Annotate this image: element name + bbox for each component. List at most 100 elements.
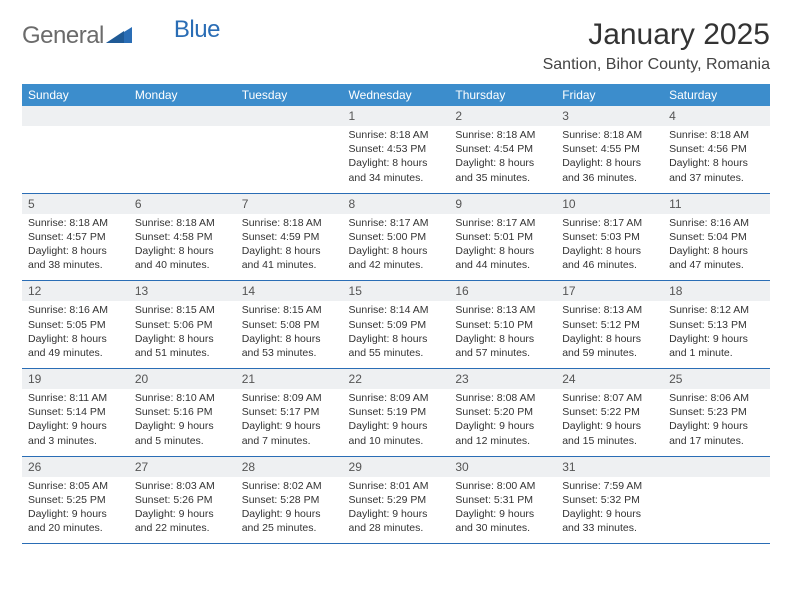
day-cell: 13Sunrise: 8:15 AMSunset: 5:06 PMDayligh… (129, 281, 236, 369)
day-number (236, 106, 343, 126)
day-content: Sunrise: 8:07 AMSunset: 5:22 PMDaylight:… (556, 389, 663, 456)
day-number: 10 (556, 194, 663, 214)
sunrise-text: Sunrise: 8:18 AM (455, 128, 550, 142)
day-number: 24 (556, 369, 663, 389)
day-cell: 11Sunrise: 8:16 AMSunset: 5:04 PMDayligh… (663, 193, 770, 281)
day-cell: 18Sunrise: 8:12 AMSunset: 5:13 PMDayligh… (663, 281, 770, 369)
daylight-text: Daylight: 9 hours and 5 minutes. (135, 419, 230, 447)
sunset-text: Sunset: 5:28 PM (242, 493, 337, 507)
sunset-text: Sunset: 4:56 PM (669, 142, 764, 156)
day-number: 5 (22, 194, 129, 214)
sunset-text: Sunset: 5:03 PM (562, 230, 657, 244)
day-content: Sunrise: 8:15 AMSunset: 5:08 PMDaylight:… (236, 301, 343, 368)
day-header-row: Sunday Monday Tuesday Wednesday Thursday… (22, 84, 770, 106)
sunrise-text: Sunrise: 8:15 AM (242, 303, 337, 317)
day-number: 30 (449, 457, 556, 477)
day-cell: 6Sunrise: 8:18 AMSunset: 4:58 PMDaylight… (129, 193, 236, 281)
daylight-text: Daylight: 9 hours and 33 minutes. (562, 507, 657, 535)
day-number: 9 (449, 194, 556, 214)
sunrise-text: Sunrise: 8:07 AM (562, 391, 657, 405)
day-cell: 20Sunrise: 8:10 AMSunset: 5:16 PMDayligh… (129, 369, 236, 457)
day-cell: 22Sunrise: 8:09 AMSunset: 5:19 PMDayligh… (343, 369, 450, 457)
day-cell (22, 106, 129, 193)
week-row: 19Sunrise: 8:11 AMSunset: 5:14 PMDayligh… (22, 369, 770, 457)
sunrise-text: Sunrise: 8:18 AM (135, 216, 230, 230)
day-number: 26 (22, 457, 129, 477)
sunset-text: Sunset: 5:17 PM (242, 405, 337, 419)
day-content: Sunrise: 8:15 AMSunset: 5:06 PMDaylight:… (129, 301, 236, 368)
sunset-text: Sunset: 5:08 PM (242, 318, 337, 332)
daylight-text: Daylight: 9 hours and 1 minute. (669, 332, 764, 360)
sunset-text: Sunset: 5:32 PM (562, 493, 657, 507)
day-cell: 30Sunrise: 8:00 AMSunset: 5:31 PMDayligh… (449, 456, 556, 544)
day-number: 3 (556, 106, 663, 126)
day-cell: 5Sunrise: 8:18 AMSunset: 4:57 PMDaylight… (22, 193, 129, 281)
daylight-text: Daylight: 9 hours and 7 minutes. (242, 419, 337, 447)
daylight-text: Daylight: 8 hours and 34 minutes. (349, 156, 444, 184)
sunrise-text: Sunrise: 8:16 AM (28, 303, 123, 317)
day-number: 18 (663, 281, 770, 301)
dayhead-sat: Saturday (663, 84, 770, 106)
sunset-text: Sunset: 5:06 PM (135, 318, 230, 332)
day-cell: 24Sunrise: 8:07 AMSunset: 5:22 PMDayligh… (556, 369, 663, 457)
sunrise-text: Sunrise: 7:59 AM (562, 479, 657, 493)
calendar-body: 1Sunrise: 8:18 AMSunset: 4:53 PMDaylight… (22, 106, 770, 544)
daylight-text: Daylight: 8 hours and 41 minutes. (242, 244, 337, 272)
sunrise-text: Sunrise: 8:18 AM (242, 216, 337, 230)
sunset-text: Sunset: 5:05 PM (28, 318, 123, 332)
sunrise-text: Sunrise: 8:02 AM (242, 479, 337, 493)
day-cell: 9Sunrise: 8:17 AMSunset: 5:01 PMDaylight… (449, 193, 556, 281)
daylight-text: Daylight: 9 hours and 28 minutes. (349, 507, 444, 535)
day-content: Sunrise: 8:09 AMSunset: 5:17 PMDaylight:… (236, 389, 343, 456)
daylight-text: Daylight: 8 hours and 55 minutes. (349, 332, 444, 360)
sunset-text: Sunset: 5:13 PM (669, 318, 764, 332)
day-number: 11 (663, 194, 770, 214)
sunset-text: Sunset: 4:58 PM (135, 230, 230, 244)
day-number: 16 (449, 281, 556, 301)
day-content: Sunrise: 8:17 AMSunset: 5:01 PMDaylight:… (449, 214, 556, 281)
sunset-text: Sunset: 5:19 PM (349, 405, 444, 419)
day-content (22, 126, 129, 184)
sunset-text: Sunset: 5:29 PM (349, 493, 444, 507)
day-content: Sunrise: 8:11 AMSunset: 5:14 PMDaylight:… (22, 389, 129, 456)
calendar-table: Sunday Monday Tuesday Wednesday Thursday… (22, 84, 770, 544)
day-content: Sunrise: 8:16 AMSunset: 5:05 PMDaylight:… (22, 301, 129, 368)
location-text: Santion, Bihor County, Romania (543, 56, 770, 74)
sunrise-text: Sunrise: 8:13 AM (562, 303, 657, 317)
day-content (236, 126, 343, 184)
day-content (129, 126, 236, 184)
dayhead-tue: Tuesday (236, 84, 343, 106)
day-number: 8 (343, 194, 450, 214)
sunrise-text: Sunrise: 8:18 AM (669, 128, 764, 142)
day-content: Sunrise: 8:17 AMSunset: 5:03 PMDaylight:… (556, 214, 663, 281)
daylight-text: Daylight: 8 hours and 40 minutes. (135, 244, 230, 272)
day-cell: 19Sunrise: 8:11 AMSunset: 5:14 PMDayligh… (22, 369, 129, 457)
day-number: 7 (236, 194, 343, 214)
daylight-text: Daylight: 9 hours and 15 minutes. (562, 419, 657, 447)
sunrise-text: Sunrise: 8:13 AM (455, 303, 550, 317)
daylight-text: Daylight: 8 hours and 35 minutes. (455, 156, 550, 184)
day-content: Sunrise: 8:13 AMSunset: 5:12 PMDaylight:… (556, 301, 663, 368)
logo-triangle-icon (106, 25, 132, 48)
day-cell: 15Sunrise: 8:14 AMSunset: 5:09 PMDayligh… (343, 281, 450, 369)
daylight-text: Daylight: 8 hours and 47 minutes. (669, 244, 764, 272)
day-cell: 2Sunrise: 8:18 AMSunset: 4:54 PMDaylight… (449, 106, 556, 193)
sunset-text: Sunset: 5:01 PM (455, 230, 550, 244)
day-content: Sunrise: 8:10 AMSunset: 5:16 PMDaylight:… (129, 389, 236, 456)
sunrise-text: Sunrise: 8:01 AM (349, 479, 444, 493)
day-content: Sunrise: 8:02 AMSunset: 5:28 PMDaylight:… (236, 477, 343, 544)
day-content: Sunrise: 8:18 AMSunset: 4:58 PMDaylight:… (129, 214, 236, 281)
day-content: Sunrise: 8:18 AMSunset: 4:53 PMDaylight:… (343, 126, 450, 193)
daylight-text: Daylight: 9 hours and 25 minutes. (242, 507, 337, 535)
day-number: 12 (22, 281, 129, 301)
sunset-text: Sunset: 5:25 PM (28, 493, 123, 507)
week-row: 26Sunrise: 8:05 AMSunset: 5:25 PMDayligh… (22, 456, 770, 544)
day-number: 15 (343, 281, 450, 301)
day-content: Sunrise: 8:17 AMSunset: 5:00 PMDaylight:… (343, 214, 450, 281)
sunrise-text: Sunrise: 8:17 AM (349, 216, 444, 230)
daylight-text: Daylight: 8 hours and 42 minutes. (349, 244, 444, 272)
day-cell: 28Sunrise: 8:02 AMSunset: 5:28 PMDayligh… (236, 456, 343, 544)
daylight-text: Daylight: 9 hours and 30 minutes. (455, 507, 550, 535)
day-content: Sunrise: 8:03 AMSunset: 5:26 PMDaylight:… (129, 477, 236, 544)
day-cell: 7Sunrise: 8:18 AMSunset: 4:59 PMDaylight… (236, 193, 343, 281)
